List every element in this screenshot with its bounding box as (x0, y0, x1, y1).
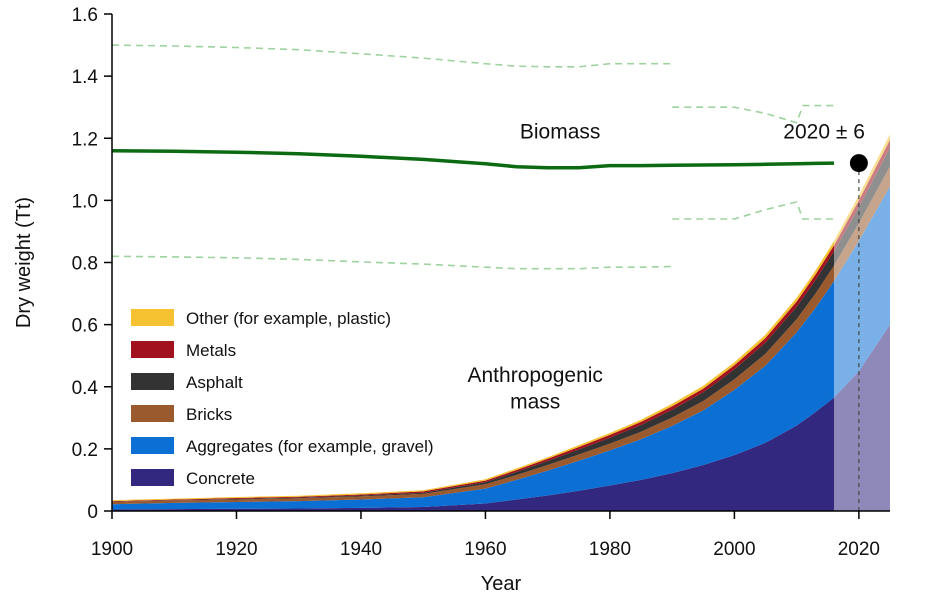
anthropogenic-label-line1: Anthropogenic (468, 364, 603, 387)
legend-swatch (131, 437, 174, 454)
y-tick-label: 1.4 (72, 67, 99, 88)
biomass-lower-bound-recent (672, 200, 834, 220)
biomass-upper-bound (111, 44, 673, 68)
x-axis-title: Year (481, 573, 522, 595)
y-tick-label: 1.0 (72, 191, 98, 212)
biomass-lower-bound (111, 255, 673, 270)
y-tick-label: 0.6 (72, 316, 98, 337)
legend-label: Bricks (186, 405, 232, 424)
x-tick-label: 1940 (340, 539, 382, 560)
area-series-1 (112, 186, 890, 510)
legend-label: Asphalt (186, 373, 243, 392)
x-tick-label: 1900 (91, 539, 133, 560)
biomass-line (111, 148, 835, 170)
x-tick-label: 1920 (215, 539, 257, 560)
x-tick-label: 2020 (838, 539, 880, 560)
legend-label: Metals (186, 341, 236, 360)
y-tick-label: 0 (87, 502, 98, 523)
x-tick-label: 1980 (589, 539, 631, 560)
legend-swatch (131, 341, 174, 358)
biomass-upper-bound-recent (672, 104, 834, 124)
crossover-label: 2020 ± 6 (783, 120, 865, 143)
legend-label: Concrete (186, 469, 255, 488)
stacked-areas (112, 134, 890, 511)
y-tick-label: 0.8 (72, 254, 98, 275)
x-tick-label: 1960 (464, 539, 506, 560)
anthropogenic-label-line2: mass (510, 390, 560, 413)
y-tick-label: 0.2 (72, 440, 98, 461)
y-ticks: 0 0.2 0.4 0.6 0.8 1.0 1.2 1.4 1.6 (72, 5, 112, 523)
legend-label: Other (for example, plastic) (186, 309, 391, 328)
x-ticks: 1900 1920 1940 1960 1980 2000 2020 (91, 511, 880, 560)
legend-swatch (131, 469, 174, 486)
x-tick-label: 2000 (713, 539, 755, 560)
biomass-label: Biomass (520, 120, 601, 143)
biomass-uncertainty-bounds (111, 44, 834, 270)
crossover-point (849, 154, 868, 173)
y-axis-title: Dry weight (Tt) (13, 197, 35, 328)
y-tick-label: 0.4 (72, 378, 99, 399)
y-tick-label: 1.2 (72, 129, 98, 150)
legend-swatch (131, 405, 174, 422)
legend-swatch (131, 373, 174, 390)
legend-label: Aggregates (for example, gravel) (186, 437, 434, 456)
projection-overlay (833, 14, 890, 511)
legend-swatch (131, 309, 174, 326)
area-series-0 (112, 324, 890, 511)
legend: Other (for example, plastic) Metals Asphal… (131, 309, 434, 488)
axes: 00.20.40.60.81.01.21.41.6 1900 1920 1940 19… (72, 5, 890, 560)
y-tick-label: 1.6 (72, 5, 98, 26)
